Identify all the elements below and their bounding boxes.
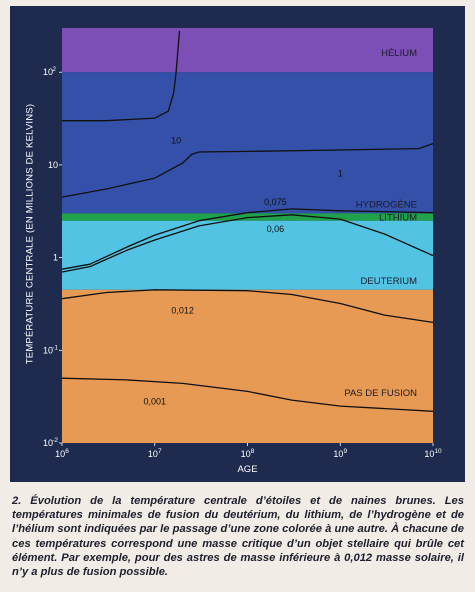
zone-label-hydrogene: HYDROGÈNE: [356, 199, 417, 210]
curve-1: [61, 142, 434, 198]
curve-label-0-06: 0,06: [267, 224, 285, 234]
x-tick-label: 108: [241, 448, 255, 459]
chart: HÉLIUM HYDROGÈNE LITHIUM DEUTERIUM PAS DE FU…: [43, 28, 442, 475]
curve-0-075: [61, 208, 434, 270]
x-tick-label: 107: [148, 448, 162, 459]
curve-0-012: [61, 289, 434, 324]
y-tick-exponent: -1: [52, 344, 58, 351]
y-tick-exponent: 2: [52, 66, 56, 73]
y-tick-label: 10: [43, 67, 53, 77]
y-tick-label: 10: [48, 160, 58, 170]
curve-label-10: 10: [171, 136, 181, 146]
zone-helium: [62, 28, 433, 73]
figure-caption: 2. Évolution de la température centrale …: [12, 495, 464, 579]
x-tick-label: 109: [333, 448, 347, 459]
figure-panel: HÉLIUM HYDROGÈNE LITHIUM DEUTERIUM PAS DE FU…: [10, 6, 465, 482]
y-axis-label: TEMPÉRATURE CENTRALE (EN MILLIONS DE KEL…: [24, 103, 36, 365]
y-tick-label: 1: [53, 253, 58, 263]
zone-label-deuterium: DEUTERIUM: [361, 276, 418, 287]
curve-10: [62, 30, 181, 122]
y-tick-label: 10: [43, 438, 53, 448]
zone-hydrogene: [62, 72, 433, 214]
zone-pas-de-fusion: [62, 289, 433, 443]
zone-deuterium: [62, 220, 433, 290]
y-tick-exponent: -2: [52, 437, 58, 444]
x-tick-label: 1010: [424, 448, 442, 459]
curve-label-0-012: 0,012: [171, 305, 194, 315]
curve-0-06: [61, 214, 434, 273]
y-tick-label: 10: [43, 345, 53, 355]
curve-label-1: 1: [338, 169, 343, 179]
zone-label-pas-de-fusion: PAS DE FUSION: [344, 388, 417, 399]
zone-label-lithium: LITHIUM: [379, 213, 417, 224]
x-tick-label: 106: [55, 448, 69, 459]
curve-label-0-001: 0,001: [143, 397, 166, 407]
curve-0-001: [61, 377, 434, 412]
zone-label-helium: HÉLIUM: [381, 48, 417, 59]
curve-label-0-075: 0,075: [264, 197, 287, 207]
x-axis-label: AGE: [237, 464, 257, 475]
